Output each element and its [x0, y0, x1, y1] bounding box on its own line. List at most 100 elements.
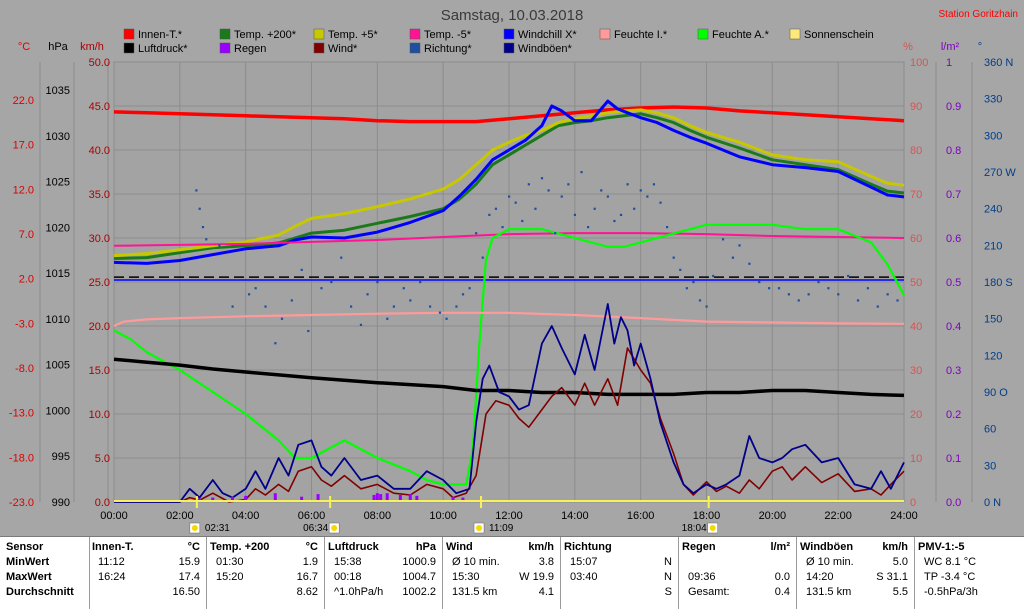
- series-line: [114, 347, 905, 503]
- direction-point: [748, 262, 751, 265]
- y-tick-label-percent: 20: [910, 409, 922, 421]
- stats-time: 15:07: [570, 556, 598, 568]
- direction-point: [639, 189, 642, 192]
- direction-point: [567, 183, 570, 186]
- y-tick-label-celsius: 22.0: [13, 95, 34, 107]
- y-tick-label-kmh: 10.0: [89, 409, 110, 421]
- y-tick-label-celsius: -23.0: [9, 497, 34, 509]
- y-tick-label-hpa: 1035: [46, 85, 70, 97]
- y-tick-label-deg: 120: [984, 350, 1002, 362]
- stats-value: 5.0: [892, 556, 908, 568]
- stats-time: ^1.0hPa/h: [334, 586, 384, 598]
- stats-time: 15:38: [334, 556, 362, 568]
- legend-swatch: [409, 42, 421, 54]
- x-tick-label: 20:00: [759, 510, 787, 522]
- legend-label: Innen-T.*: [138, 29, 183, 41]
- statistics-panel: Sensor MinWert MaxWert Durchschnitt Inne…: [0, 536, 1024, 609]
- stats-time: Ø 10 min.: [806, 556, 854, 568]
- axis-unit-kmh: km/h: [80, 41, 104, 53]
- rain-bar: [398, 494, 402, 502]
- stats-header: Wind: [446, 541, 473, 553]
- y-tick-label-lm2: 0.2: [946, 409, 961, 421]
- y-tick-label-percent: 80: [910, 145, 922, 157]
- stats-value: 16.7: [296, 571, 318, 583]
- weather-chart: 00:00 02:00 04:00 06:00 08:00 10:00 12:00 14:00…: [9, 7, 1018, 534]
- stats-pmv: PMV-1:-5 WC 8.1 °C TP -3.4 °C -0.5hPa/3h: [918, 540, 1020, 600]
- direction-point: [797, 299, 800, 302]
- y-tick-label-hpa: 1020: [46, 222, 70, 234]
- stats-value: -0.5hPa/3h: [924, 586, 978, 598]
- stats-time: 14:20: [806, 571, 834, 583]
- y-tick-label-percent: 50: [910, 277, 922, 289]
- direction-point: [827, 287, 830, 290]
- rain-bar: [375, 493, 379, 502]
- y-tick-label-celsius: 17.0: [13, 140, 34, 152]
- rain-bar: [415, 495, 419, 502]
- legend-swatch: [599, 28, 611, 40]
- y-tick-label-percent: 100: [910, 57, 928, 69]
- legend-swatch: [503, 28, 515, 40]
- legend-swatch: [123, 28, 135, 40]
- stats-header: Luftdruck: [328, 541, 379, 553]
- y-tick-label-hpa: 1015: [46, 268, 70, 280]
- legend-label: Luftdruck*: [138, 43, 188, 55]
- marker-label: 11:09: [489, 523, 514, 534]
- y-tick-label-deg: 330: [984, 94, 1002, 106]
- stats-value: 8.62: [296, 586, 318, 598]
- stats-wind: Wind km/h Ø 10 min. 3.8 15:30 W 19.9 131.5 km 4…: [446, 540, 558, 600]
- direction-point: [488, 213, 491, 216]
- x-tick-label: 24:00: [890, 510, 918, 522]
- direction-point: [593, 207, 596, 210]
- axis-unit-hpa: hPa: [48, 41, 68, 53]
- y-tick-label-celsius: -8.0: [15, 363, 34, 375]
- stats-time: 15:30: [452, 571, 480, 583]
- direction-point: [359, 323, 363, 326]
- direction-point: [886, 293, 889, 296]
- axis-unit-celsius: °C: [18, 41, 30, 53]
- y-tick-label-kmh: 45.0: [89, 101, 110, 113]
- y-tick-label-kmh: 5.0: [95, 453, 110, 465]
- y-tick-label-hpa: 1005: [46, 360, 70, 372]
- y-tick-label-deg: 150: [984, 314, 1002, 326]
- rain-bar: [316, 494, 320, 502]
- y-tick-label-deg: 60: [984, 424, 996, 436]
- y-tick-label-hpa: 990: [52, 497, 70, 509]
- axis-unit-deg: °: [978, 41, 982, 53]
- legend-label: Richtung*: [424, 43, 472, 55]
- stats-value: 5.5: [892, 586, 908, 598]
- direction-point: [856, 299, 860, 302]
- stats-value: 3.8: [538, 556, 554, 568]
- stats-time: 15:20: [216, 571, 244, 583]
- stats-time: 131.5 km: [452, 586, 498, 598]
- series-line: [114, 303, 905, 503]
- legend-label: Feuchte A.*: [712, 29, 770, 41]
- stats-time: 01:30: [216, 556, 244, 568]
- stats-value: WC 8.1 °C: [924, 556, 977, 568]
- x-tick-label: 18:00: [693, 510, 721, 522]
- y-tick-label-deg: 240: [984, 204, 1002, 216]
- direction-point: [198, 207, 201, 210]
- series-line: [113, 112, 905, 260]
- direction-point: [619, 213, 623, 216]
- y-tick-label-kmh: 35.0: [89, 189, 110, 201]
- y-tick-label-kmh: 0.0: [95, 497, 110, 509]
- stats-value: 15.9: [178, 556, 200, 568]
- series-line: [113, 232, 905, 247]
- y-tick-label-percent: 60: [910, 233, 922, 245]
- direction-point: [386, 317, 389, 320]
- marker-label: 18:04: [682, 523, 707, 534]
- legend-label: Feuchte I.*: [614, 29, 668, 41]
- direction-point: [445, 317, 448, 320]
- direction-point: [705, 305, 708, 308]
- y-tick-label-lm2: 0.9: [946, 101, 961, 113]
- y-tick-label-hpa: 1000: [46, 405, 70, 417]
- y-tick-label-hpa: 1025: [46, 177, 70, 189]
- y-tick-label-lm2: 0.8: [946, 145, 961, 157]
- direction-point: [626, 183, 629, 186]
- direction-point: [758, 281, 761, 284]
- stats-value: N: [664, 571, 672, 583]
- rain-bar: [372, 494, 376, 502]
- direction-point: [721, 238, 725, 241]
- direction-point: [247, 293, 251, 296]
- y-tick-label-deg: 210: [984, 240, 1002, 252]
